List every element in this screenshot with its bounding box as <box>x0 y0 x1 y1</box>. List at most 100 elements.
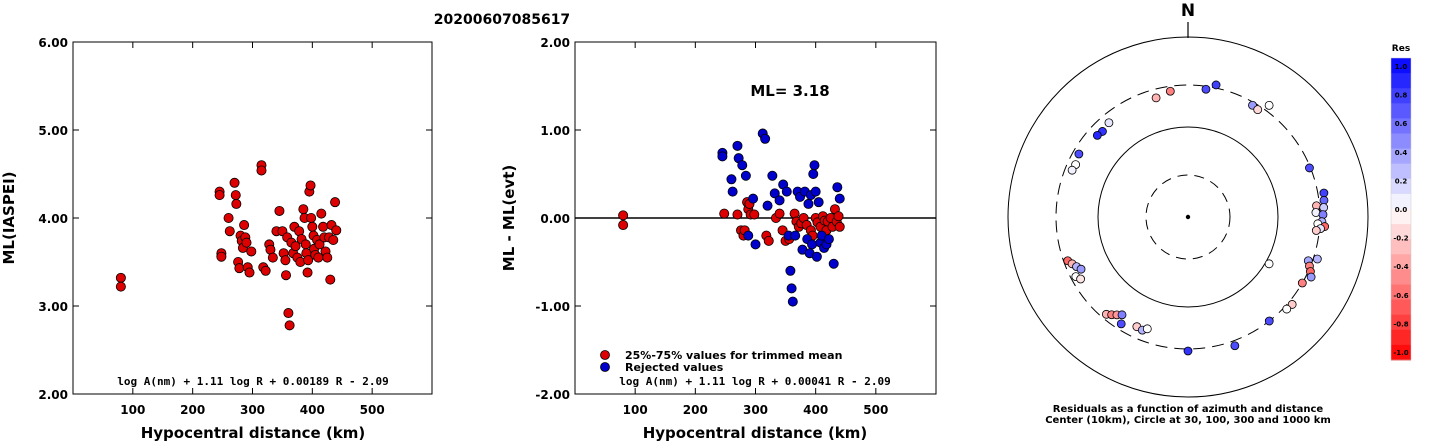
x-tick-label: 200 <box>683 403 708 417</box>
data-point <box>274 205 285 216</box>
colorbar-cell <box>1391 133 1411 150</box>
y-tick-label: 3.00 <box>38 300 68 314</box>
data-point <box>231 198 242 209</box>
polar-point <box>1264 100 1274 110</box>
x-tick-label: 100 <box>623 403 648 417</box>
data-point <box>828 258 839 269</box>
data-point <box>618 210 629 221</box>
polar-point <box>1305 163 1314 173</box>
formula-label-2: log A(nm) + 1.11 log R + 0.00041 R - 2.0… <box>619 375 891 388</box>
residual-colorbar: Res 1.0 0.8 0.6 0.4 0.2 0.0 -0.2 -0.4 -0.6 -0.8 -1… <box>1390 44 1412 361</box>
data-point <box>737 160 748 171</box>
azimuth-residual-polar-chart: N Residuals as a function of azimuth and… <box>1007 1 1369 426</box>
data-point <box>115 281 126 292</box>
data-point <box>834 221 845 232</box>
legend-label-trimmed: 25%-75% values for trimmed mean <box>625 349 842 362</box>
magnitude-vs-distance-chart: 100 200 300 400 500 2.00 3.00 4.00 5.00 6.00 log … <box>0 36 433 441</box>
data-point <box>767 170 778 181</box>
data-point <box>787 296 798 307</box>
polar-point <box>1319 195 1329 205</box>
polar-point <box>1074 149 1084 159</box>
polar-point <box>1092 130 1102 140</box>
colorbar-cell <box>1391 58 1411 74</box>
data-point <box>316 208 327 219</box>
y-tick-label: 5.00 <box>38 124 68 138</box>
data-point <box>246 246 257 257</box>
formula-label-1: log A(nm) + 1.11 log R + 0.00189 R - 2.0… <box>117 375 389 388</box>
colorbar-cell <box>1391 284 1411 301</box>
data-point <box>813 197 824 208</box>
polar-point <box>1142 324 1152 334</box>
data-point <box>833 211 844 222</box>
data-point <box>325 274 336 285</box>
data-point <box>618 220 629 231</box>
colorbar-cells <box>1390 57 1412 361</box>
colorbar-cell <box>1391 103 1411 119</box>
colorbar-cell <box>1391 88 1411 104</box>
ml-annotation: ML= 3.18 <box>750 82 829 100</box>
y-tick-label: 1.00 <box>540 124 570 138</box>
y-tick-label: 0.00 <box>540 212 570 226</box>
colorbar-tick-label: 0.6 <box>1395 120 1408 128</box>
polar-point <box>1264 316 1274 326</box>
data-point <box>727 186 738 197</box>
data-point <box>300 239 311 250</box>
colorbar-cell <box>1391 209 1411 225</box>
data-point <box>256 165 267 176</box>
colorbar-tick-label: 0.0 <box>1395 206 1408 214</box>
data-point <box>786 283 797 294</box>
y-axis-label-2: ML - ML(evt) <box>500 165 518 271</box>
data-point <box>216 251 227 262</box>
data-point <box>748 193 759 204</box>
data-point <box>306 212 317 223</box>
data-point <box>230 190 241 201</box>
polar-caption-2: Center (10km), Circle at 30, 100, 300 an… <box>1045 415 1331 426</box>
polar-point <box>1264 259 1274 269</box>
polar-point <box>1297 278 1307 288</box>
data-point <box>808 168 819 179</box>
data-point <box>283 308 294 319</box>
residual-vs-distance-chart: 100 200 300 400 500 -2.00 -1.00 0.00 1.00 2.00 ML… <box>500 36 937 441</box>
polar-point <box>1306 272 1316 282</box>
y-tick-label: 2.00 <box>38 388 68 402</box>
colorbar-cell <box>1391 148 1411 165</box>
data-point <box>760 133 771 144</box>
data-point <box>743 230 754 241</box>
plot-frame-1 <box>72 41 433 395</box>
polar-point <box>1076 264 1086 274</box>
data-point <box>302 267 313 278</box>
x-tick-label: 100 <box>120 403 145 417</box>
data-point <box>224 226 235 237</box>
data-point <box>807 239 818 250</box>
data-point <box>834 193 845 204</box>
data-point <box>832 182 843 193</box>
data-point <box>244 267 255 278</box>
data-point <box>318 221 329 232</box>
figure-title: 20200607085617 <box>434 12 570 28</box>
polar-point <box>1183 346 1193 356</box>
x-tick-label: 300 <box>743 403 768 417</box>
data-point <box>284 320 295 331</box>
y-tick-label: -1.00 <box>535 300 570 314</box>
y-tick-label: 4.00 <box>38 212 68 226</box>
polar-data-points <box>1063 80 1330 356</box>
polar-point <box>1312 254 1322 264</box>
data-point <box>223 212 234 223</box>
x-tick-label: 400 <box>300 403 325 417</box>
data-point <box>281 270 292 281</box>
legend-marker-trimmed <box>600 350 610 360</box>
data-point <box>719 208 730 219</box>
polar-point <box>1201 84 1211 94</box>
data-point <box>298 204 309 215</box>
data-point <box>214 190 225 201</box>
colorbar-cell <box>1391 224 1411 240</box>
x-tick-label: 500 <box>360 403 385 417</box>
data-points-1 <box>115 160 342 331</box>
data-point <box>290 241 301 252</box>
polar-point <box>1165 86 1175 96</box>
polar-point <box>1076 274 1086 284</box>
data-point <box>762 200 773 211</box>
colorbar-tick-label: 0.2 <box>1395 177 1408 185</box>
colorbar-tick-label: 0.4 <box>1395 149 1408 157</box>
